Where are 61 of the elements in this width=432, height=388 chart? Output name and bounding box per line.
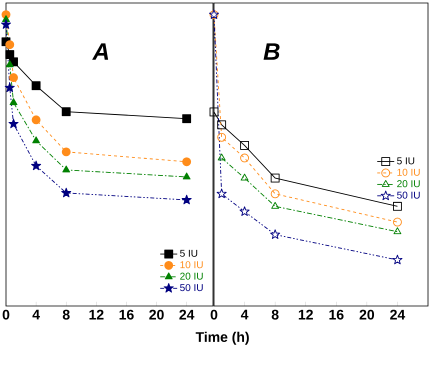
x-axis-title: Time (h) — [196, 332, 249, 345]
point — [218, 154, 226, 160]
point — [9, 73, 18, 82]
point — [240, 141, 250, 150]
point — [182, 114, 192, 124]
text: A — [92, 43, 108, 60]
legend-label: 20 IU — [180, 272, 203, 280]
point — [10, 98, 18, 106]
point — [270, 174, 280, 183]
point — [270, 229, 280, 239]
x-tick-label: 24 — [390, 310, 406, 320]
point — [393, 218, 402, 227]
point — [182, 172, 191, 180]
x-tick-label: 8 — [62, 310, 70, 320]
x-tick-label: 12 — [89, 310, 104, 320]
point — [271, 202, 280, 209]
legend-label: 20 IU — [397, 180, 420, 188]
x-tick-label: 0 — [210, 310, 218, 320]
x-tick-label: 20 — [360, 310, 374, 320]
point — [32, 115, 41, 124]
point — [31, 160, 42, 170]
point — [240, 206, 250, 216]
point — [240, 174, 248, 181]
point — [217, 120, 226, 130]
point — [182, 194, 192, 204]
x-tick-label: 24 — [179, 310, 194, 320]
point — [216, 188, 227, 198]
point — [392, 254, 402, 264]
x-tick-label: 16 — [120, 310, 134, 320]
point — [61, 188, 72, 198]
point — [182, 157, 192, 166]
point — [5, 40, 14, 50]
point — [1, 19, 11, 29]
legend-label: 50 IU — [397, 192, 420, 199]
x-tick-label: 20 — [149, 310, 164, 320]
x-tick-label: 4 — [240, 310, 248, 320]
point — [6, 60, 14, 68]
point — [393, 202, 402, 211]
legend-label: 10 IU — [397, 168, 420, 176]
point — [217, 132, 226, 142]
point — [8, 118, 19, 128]
legend-label: 5 IU — [397, 157, 414, 164]
point — [62, 147, 71, 156]
point — [62, 107, 71, 116]
point — [240, 154, 250, 162]
point — [32, 136, 40, 144]
point — [62, 166, 70, 172]
x-tick-label: 8 — [272, 310, 279, 320]
legend-label: 50 IU — [180, 284, 203, 292]
x-tick-label: 0 — [2, 310, 10, 320]
point — [32, 81, 41, 90]
point — [270, 189, 280, 198]
legend-label: 10 IU — [180, 261, 203, 268]
point — [210, 108, 218, 116]
legend-label: 5 IU — [180, 250, 198, 257]
text: B — [264, 43, 280, 60]
x-tick-label: 16 — [329, 310, 344, 320]
point — [4, 82, 15, 92]
x-tick-label: 12 — [298, 310, 313, 320]
x-tick-label: 4 — [32, 310, 40, 320]
point — [394, 227, 402, 234]
